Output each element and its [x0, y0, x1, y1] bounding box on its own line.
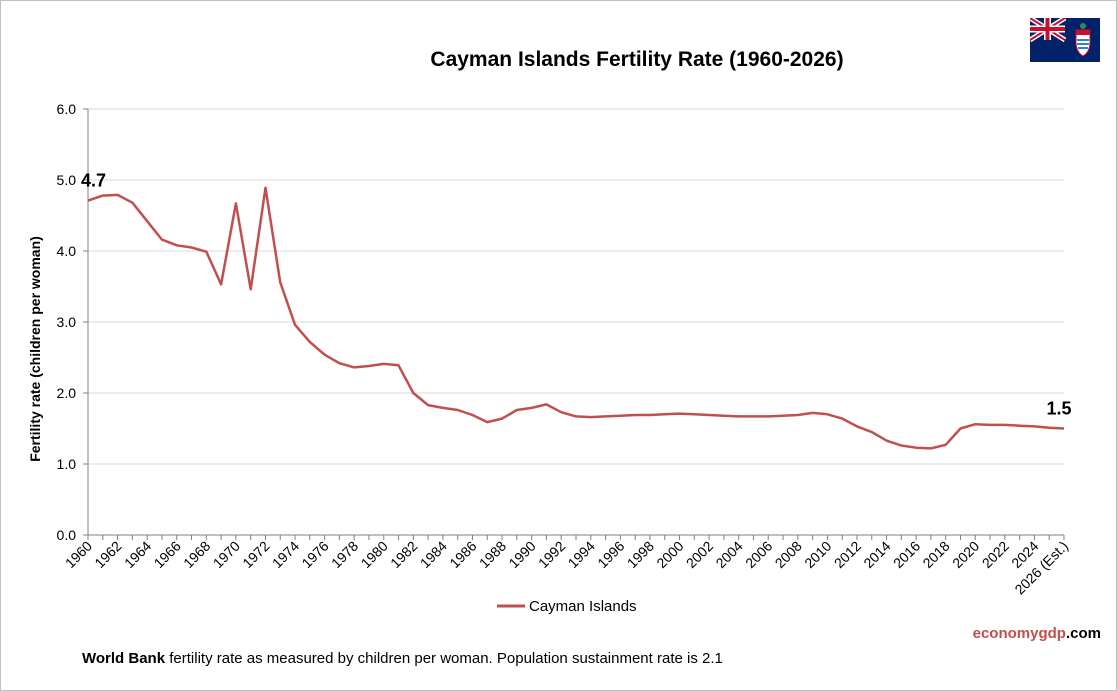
y-tick-label: 6.0 [57, 101, 77, 117]
footer-note: World Bank fertility rate as measured by… [82, 650, 723, 667]
y-tick-label: 2.0 [57, 385, 77, 401]
chart-title: Cayman Islands Fertility Rate (1960-2026… [430, 48, 843, 71]
x-tick-label: 2004 [712, 538, 745, 571]
legend: Cayman Islands [497, 598, 637, 615]
x-tick-label: 1964 [121, 538, 154, 571]
x-tick-label: 1982 [387, 538, 420, 571]
x-tick-label: 1984 [417, 538, 450, 571]
x-tick-label: 1988 [476, 538, 509, 571]
y-tick-label: 0.0 [57, 527, 77, 543]
y-tick-label: 4.0 [57, 243, 77, 259]
legend-label: Cayman Islands [529, 598, 637, 615]
x-tick-label: 1974 [269, 538, 302, 571]
x-tick-label: 2016 [890, 538, 923, 571]
y-tick-label: 1.0 [57, 456, 77, 472]
x-tick-label: 1966 [151, 538, 184, 571]
brand-part-1: economy [972, 625, 1039, 642]
x-tick-label: 1996 [594, 538, 627, 571]
x-tick-label: 2008 [772, 538, 805, 571]
brand-part-3: .com [1065, 625, 1101, 642]
x-tick-label: 1990 [505, 538, 538, 571]
brand-logo: economygdp.com [973, 625, 1101, 642]
y-axis-title: Fertility rate (children per woman) [27, 236, 43, 462]
brand-part-2: gdp [1038, 625, 1066, 642]
x-tick-label: 1994 [565, 538, 598, 571]
x-tick-label: 2014 [860, 538, 893, 571]
x-tick-label: 1992 [535, 538, 568, 571]
series-line-0 [87, 186, 1065, 450]
x-tick-label: 1978 [328, 538, 361, 571]
x-tick-label: 2006 [742, 538, 775, 571]
footer-note-text: fertility rate as measured by children p… [165, 650, 723, 667]
y-tick-label: 3.0 [57, 314, 77, 330]
x-tick-label: 2010 [801, 538, 834, 571]
start-value-label: 4.7 [81, 171, 106, 191]
x-tick-label: 1976 [298, 538, 331, 571]
x-tick-label: 1998 [624, 538, 657, 571]
x-tick-label: 2018 [919, 538, 952, 571]
x-tick-label: 2000 [653, 538, 686, 571]
cayman-islands-flag-icon [1030, 18, 1100, 62]
x-tick-label: 1968 [180, 538, 213, 571]
x-tick-label: 2012 [831, 538, 864, 571]
x-tick-label: 1962 [91, 538, 124, 571]
end-value-label: 1.5 [1046, 399, 1071, 419]
footer-source: World Bank [82, 650, 166, 667]
x-tick-label: 1980 [358, 538, 391, 571]
x-tick-label: 1986 [446, 538, 479, 571]
x-tick-label: 2020 [949, 538, 982, 571]
x-tick-label: 1972 [239, 538, 272, 571]
y-tick-label: 5.0 [57, 172, 77, 188]
x-tick-label: 2002 [683, 538, 716, 571]
x-tick-label: 2022 [979, 538, 1012, 571]
x-tick-label: 1970 [210, 538, 243, 571]
